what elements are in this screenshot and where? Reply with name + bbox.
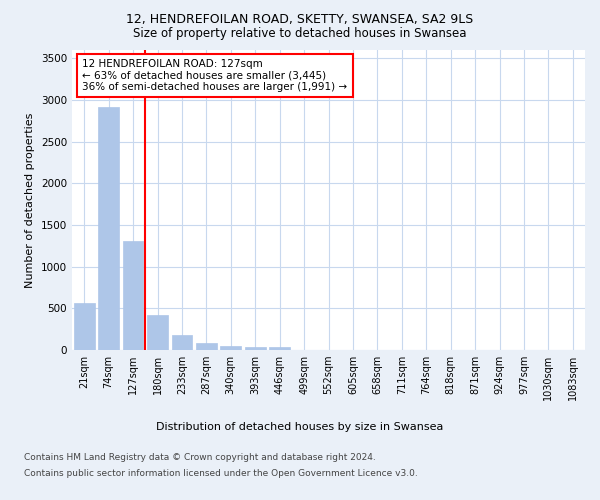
- Text: Size of property relative to detached houses in Swansea: Size of property relative to detached ho…: [133, 28, 467, 40]
- Text: Contains public sector information licensed under the Open Government Licence v3: Contains public sector information licen…: [24, 468, 418, 477]
- Bar: [269, 347, 290, 350]
- Bar: [172, 334, 193, 350]
- Bar: [196, 344, 217, 350]
- Bar: [74, 302, 95, 350]
- Y-axis label: Number of detached properties: Number of detached properties: [25, 112, 35, 288]
- Text: Distribution of detached houses by size in Swansea: Distribution of detached houses by size …: [157, 422, 443, 432]
- Text: 12, HENDREFOILAN ROAD, SKETTY, SWANSEA, SA2 9LS: 12, HENDREFOILAN ROAD, SKETTY, SWANSEA, …: [127, 12, 473, 26]
- Bar: [147, 316, 168, 350]
- Bar: [98, 106, 119, 350]
- Text: Contains HM Land Registry data © Crown copyright and database right 2024.: Contains HM Land Registry data © Crown c…: [24, 454, 376, 462]
- Bar: [220, 346, 241, 350]
- Bar: [245, 346, 266, 350]
- Text: 12 HENDREFOILAN ROAD: 127sqm
← 63% of detached houses are smaller (3,445)
36% of: 12 HENDREFOILAN ROAD: 127sqm ← 63% of de…: [82, 59, 347, 92]
- Bar: [122, 241, 143, 350]
